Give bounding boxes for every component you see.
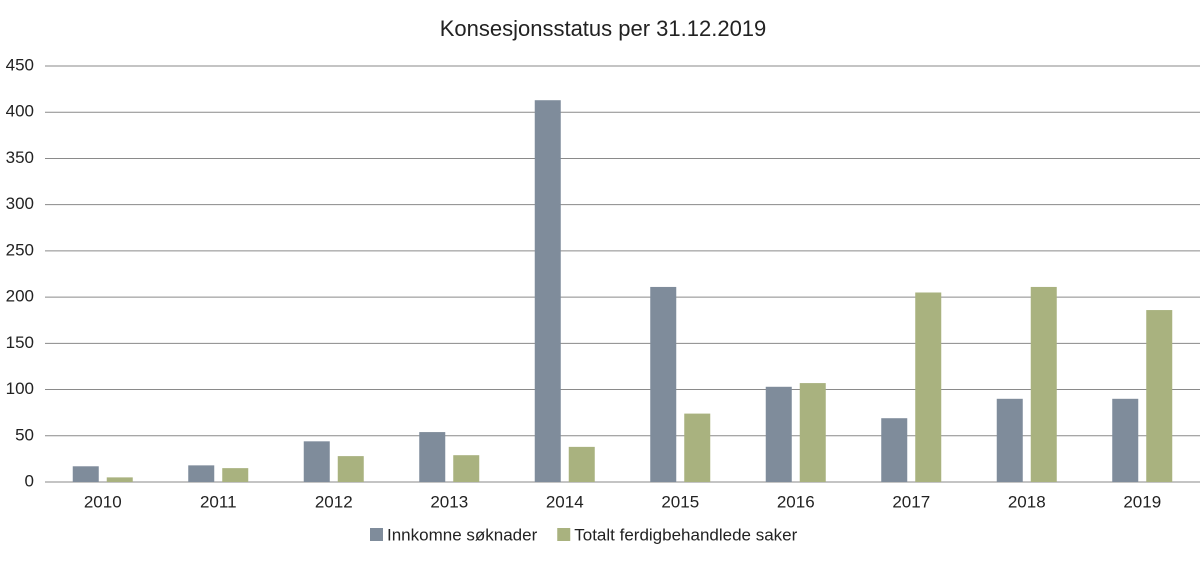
y-tick-label: 300 (6, 194, 34, 213)
y-tick-label: 200 (6, 287, 34, 306)
chart-title: Konsesjonsstatus per 31.12.2019 (440, 16, 767, 41)
x-tick-label: 2015 (661, 492, 699, 511)
bar (568, 446, 595, 482)
x-tick-label: 2014 (546, 492, 584, 511)
bar (534, 100, 561, 483)
x-tick-label: 2012 (315, 492, 353, 511)
x-tick-label: 2011 (200, 492, 237, 511)
bar (1030, 286, 1057, 482)
bar (684, 413, 711, 482)
y-tick-label: 450 (6, 55, 34, 74)
legend-swatch (557, 528, 571, 541)
bar (303, 441, 330, 482)
bar (765, 386, 792, 482)
y-tick-label: 0 (25, 471, 34, 490)
bar (915, 292, 942, 482)
bar (799, 383, 826, 482)
x-tick-label: 2017 (892, 492, 930, 511)
bar (881, 418, 908, 482)
bar (106, 477, 133, 482)
legend-label: Totalt ferdigbehandlede saker (574, 525, 797, 544)
y-tick-label: 100 (6, 379, 34, 398)
x-tick-label: 2010 (84, 492, 122, 511)
bar (996, 398, 1023, 482)
bar (188, 465, 215, 482)
y-tick-label: 400 (6, 102, 34, 121)
legend-label: Innkomne søknader (387, 525, 538, 544)
bar (419, 432, 446, 482)
y-tick-label: 150 (6, 333, 34, 352)
x-tick-label: 2016 (777, 492, 815, 511)
x-tick-label: 2019 (1123, 492, 1161, 511)
x-tick-label: 2018 (1008, 492, 1046, 511)
bar (337, 456, 364, 482)
bar (1112, 398, 1139, 482)
y-tick-label: 250 (6, 240, 34, 259)
bar (1146, 310, 1173, 482)
bar (453, 455, 480, 482)
bar (222, 468, 249, 482)
y-tick-label: 50 (15, 425, 34, 444)
bar (72, 466, 99, 482)
x-tick-label: 2013 (430, 492, 468, 511)
bar (650, 286, 677, 482)
y-tick-label: 350 (6, 148, 34, 167)
legend-swatch (370, 528, 383, 541)
